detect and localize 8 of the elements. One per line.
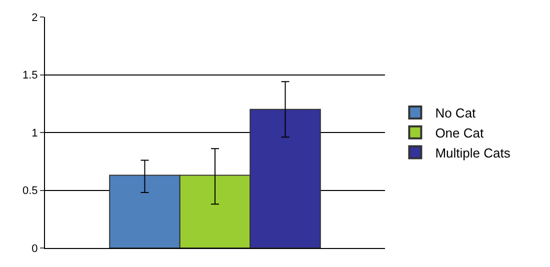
y-tick-label: 1 [32, 127, 38, 140]
y-tick-label: 0.5 [22, 185, 38, 198]
y-tick-label: 1.5 [22, 70, 38, 82]
y-tick-label: 2 [32, 12, 38, 24]
legend-label: One Cat [435, 125, 484, 140]
y-tick-label: 0 [32, 242, 38, 255]
legend-label: No Cat [435, 106, 476, 121]
legend-label: Multiple Cats [435, 145, 511, 160]
